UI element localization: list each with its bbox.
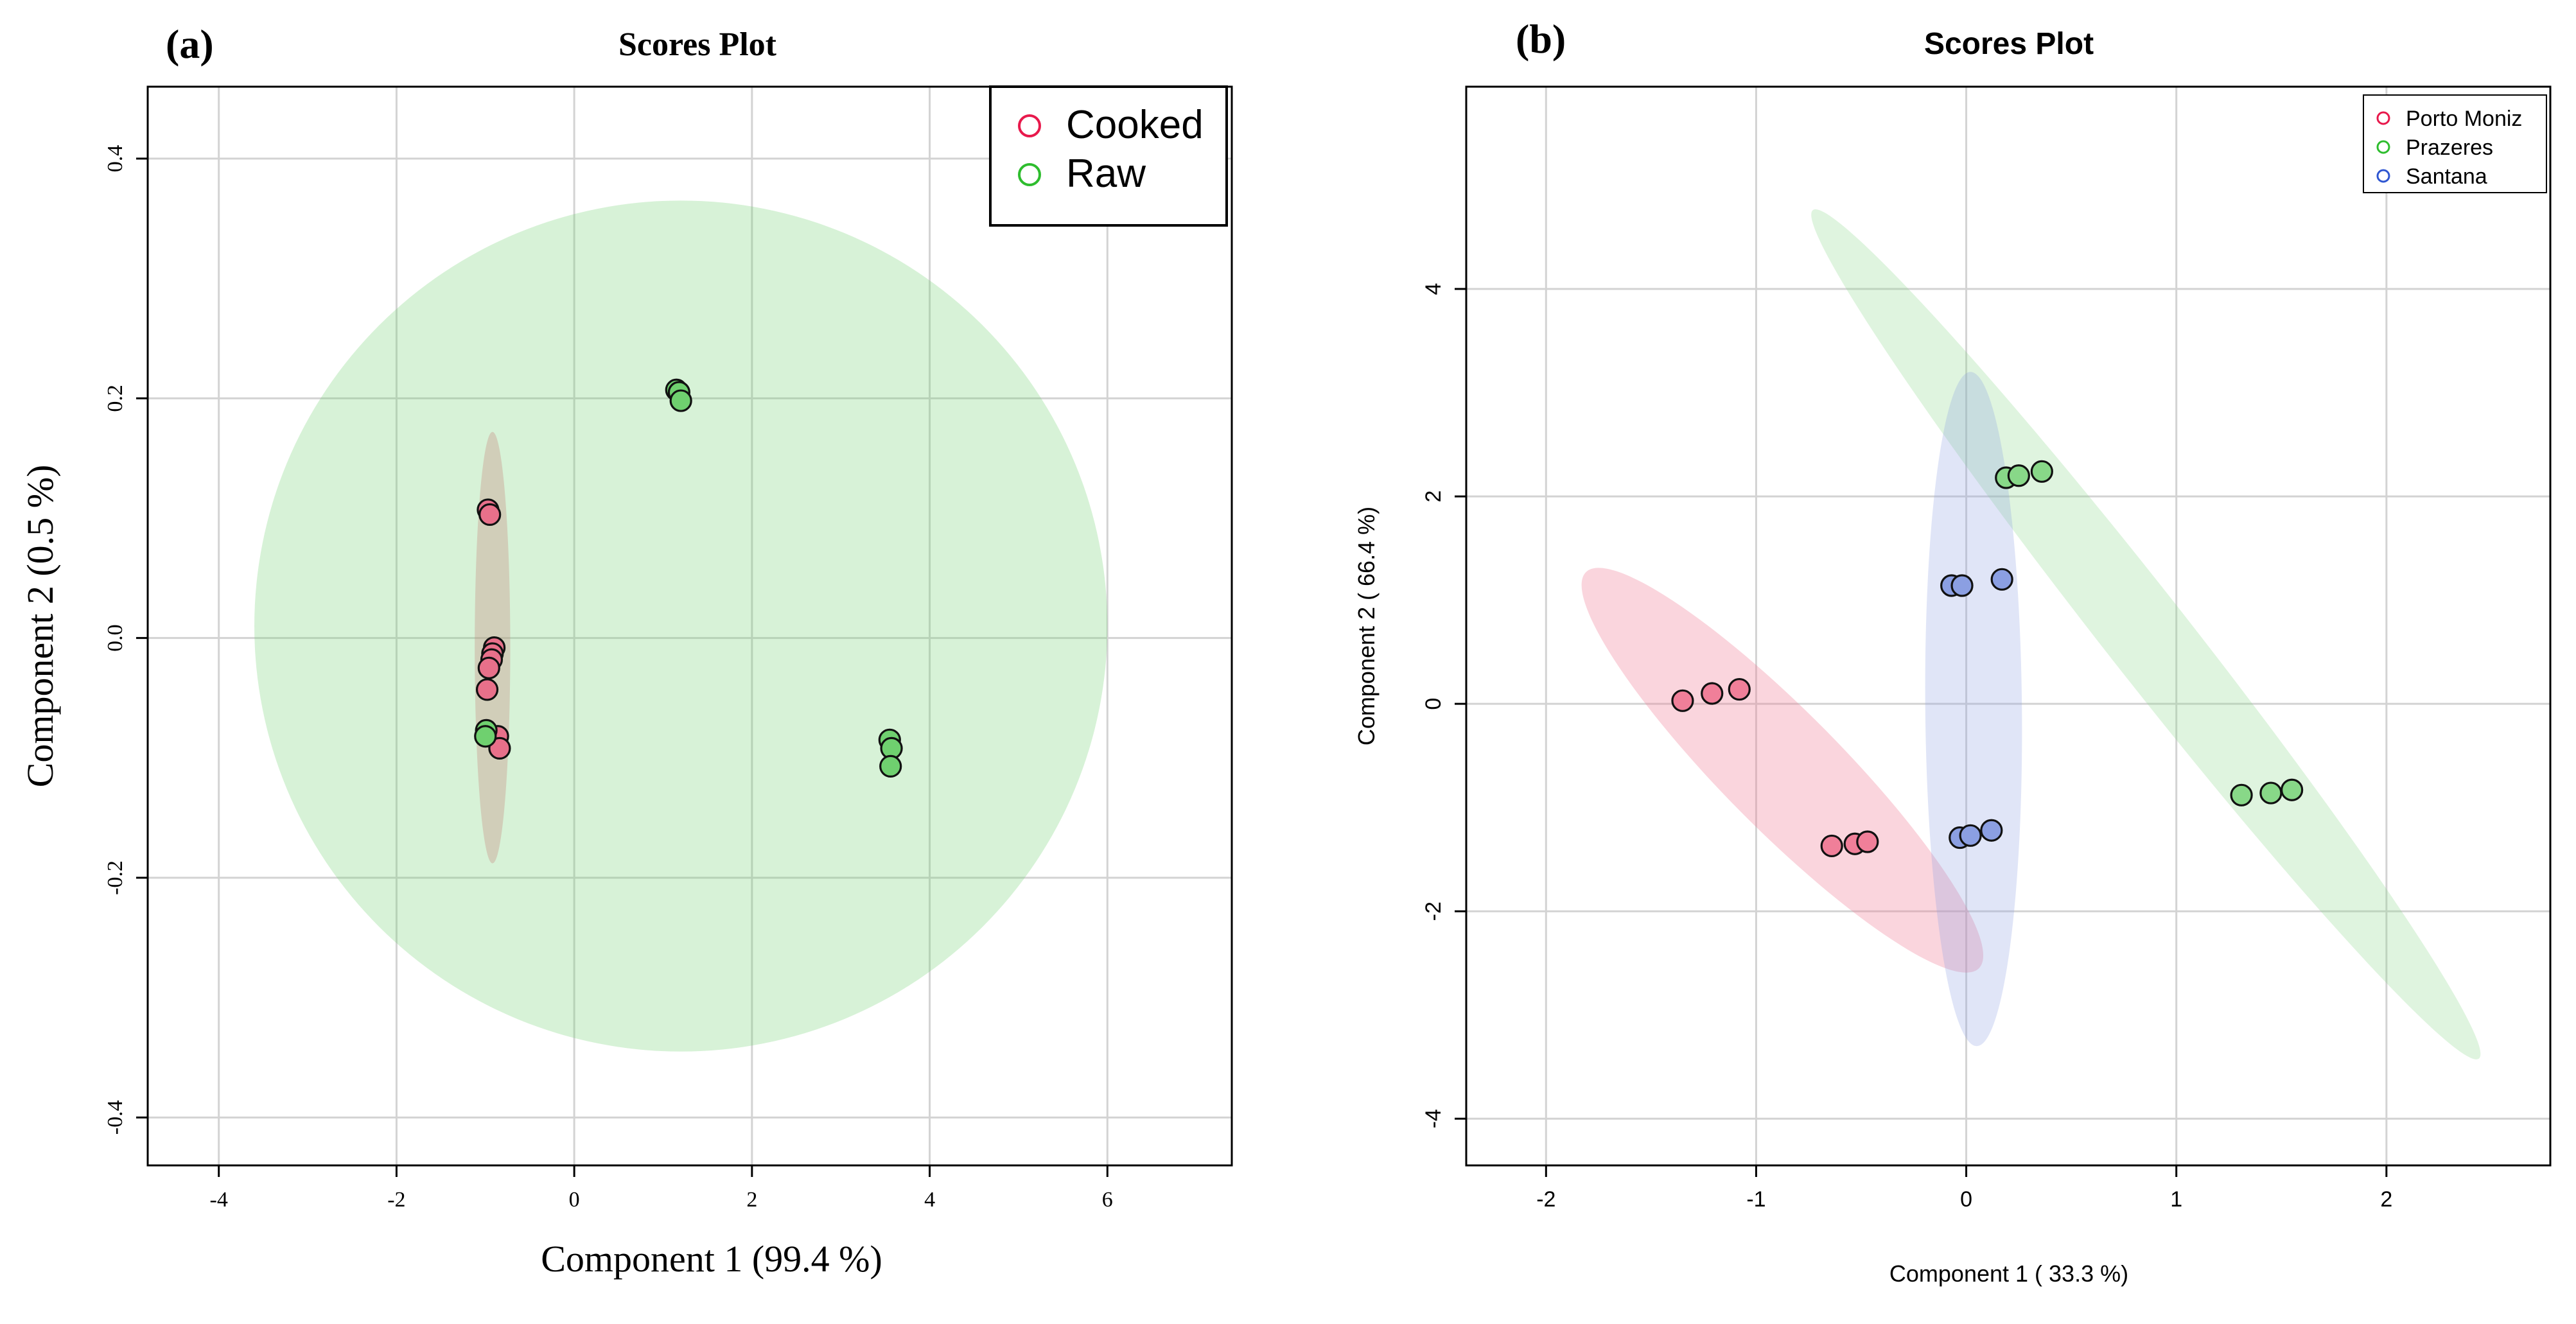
x-tick-label: -2 [387, 1188, 405, 1212]
x-tick-label: 4 [924, 1188, 935, 1212]
panel-a-y-label: Component 2 (0.5 %) [19, 465, 61, 788]
y-tick-label: -2 [1421, 902, 1446, 921]
legend-prazeres-marker [2376, 140, 2390, 154]
point-prazeres [2230, 783, 2253, 806]
panel-a-x-axis: -4 -2 0 2 4 6 [210, 1165, 1113, 1212]
y-tick-label: -0.4 [103, 1100, 127, 1135]
y-tick-label: 0.0 [103, 624, 127, 652]
panel-b-x-label: Component 1 ( 33.3 %) [1889, 1260, 2128, 1287]
point-santana [1950, 574, 1974, 597]
panel-b-title: Scores Plot [1924, 27, 2094, 61]
panel-a-grid [148, 87, 1232, 1165]
legend-porto-moniz-label: Porto Moniz [2406, 107, 2522, 131]
panel-a-ellipses [254, 200, 1108, 1052]
panel-a-y-axis: -0.4 -0.2 0.0 0.2 0.4 [103, 145, 148, 1135]
panel-b-ellipses [1581, 209, 2481, 1059]
panel-a-label: (a) [166, 21, 214, 67]
panel-b: (b) Scores Plot -2 -1 0 1 2 -4 -2 0 2 4 Componen… [1353, 16, 2552, 1287]
panel-b-points [1671, 460, 2304, 858]
ellipse-santana [1925, 372, 2022, 1047]
x-tick-label: 2 [2380, 1187, 2392, 1212]
point-cooked [475, 678, 499, 701]
legend-santana-label: Santana [2406, 164, 2487, 189]
panel-a-x-label: Component 1 (99.4 %) [541, 1238, 882, 1280]
ellipse-porto-moniz [1581, 568, 1984, 973]
point-porto-moniz [1728, 677, 1751, 701]
panel-b-grid [1466, 87, 2550, 1165]
panel-b-y-axis: -4 -2 0 2 4 [1421, 283, 1466, 1128]
y-tick-label: 2 [1421, 491, 1446, 503]
point-prazeres [2281, 778, 2304, 801]
panel-b-label: (b) [1516, 16, 1566, 62]
legend-porto-moniz-marker [2376, 111, 2390, 125]
point-prazeres [2007, 464, 2030, 487]
legend-raw-label: Raw [1066, 152, 1146, 196]
point-cooked [488, 736, 511, 760]
point-cooked [478, 503, 502, 527]
panel-b-x-axis: -2 -1 0 1 2 [1536, 1165, 2392, 1212]
panel-a-legend: Cooked Raw [989, 85, 1228, 227]
point-raw [879, 754, 902, 778]
x-tick-label: 0 [1960, 1187, 1972, 1212]
legend-cooked-marker [1018, 114, 1041, 137]
y-tick-label: -4 [1421, 1109, 1446, 1128]
point-porto-moniz [1701, 682, 1724, 705]
y-tick-label: 0.4 [103, 145, 127, 173]
x-tick-label: 0 [569, 1188, 580, 1212]
panel-b-plot-frame [1465, 85, 2552, 1167]
panel-a-legend-box [989, 85, 1228, 227]
point-cooked [477, 656, 500, 679]
point-santana [1990, 568, 2013, 591]
panel-a-points [474, 378, 903, 778]
point-santana [1959, 824, 1982, 847]
legend-raw-marker [1018, 163, 1041, 186]
x-tick-label: -4 [210, 1188, 228, 1212]
x-tick-label: 1 [2170, 1187, 2182, 1212]
panel-a-title: Scores Plot [618, 26, 777, 63]
point-santana [1980, 819, 2003, 842]
panel-b-legend-box [2363, 94, 2547, 193]
x-tick-label: -2 [1536, 1187, 1555, 1212]
y-tick-label: 0.2 [103, 385, 127, 412]
y-tick-label: -0.2 [103, 860, 127, 895]
point-porto-moniz [1856, 830, 1879, 853]
panel-a: (a) Scores Plot -4 -2 0 2 4 6 -0.4 -0.2 0.0 0.2 0… [19, 21, 1233, 1280]
point-raw [474, 725, 497, 748]
point-porto-moniz [1820, 834, 1843, 858]
ellipse-raw [254, 200, 1108, 1052]
point-raw [669, 389, 692, 412]
point-porto-moniz [1671, 689, 1694, 712]
legend-cooked-label: Cooked [1066, 103, 1204, 147]
panel-b-legend: Porto Moniz Prazeres Santana [2363, 94, 2547, 193]
point-prazeres [2030, 460, 2053, 483]
legend-prazeres-label: Prazeres [2406, 135, 2493, 160]
panel-b-y-label: Component 2 ( 66.4 %) [1353, 507, 1380, 745]
x-tick-label: 6 [1102, 1188, 1113, 1212]
ellipse-prazeres [1811, 209, 2481, 1059]
legend-santana-marker [2376, 169, 2390, 183]
y-tick-label: 4 [1421, 283, 1446, 295]
y-tick-label: 0 [1421, 698, 1446, 710]
panel-a-plot-frame [146, 85, 1233, 1167]
point-prazeres [2259, 781, 2282, 805]
x-tick-label: -1 [1746, 1187, 1766, 1212]
x-tick-label: 2 [746, 1188, 757, 1212]
